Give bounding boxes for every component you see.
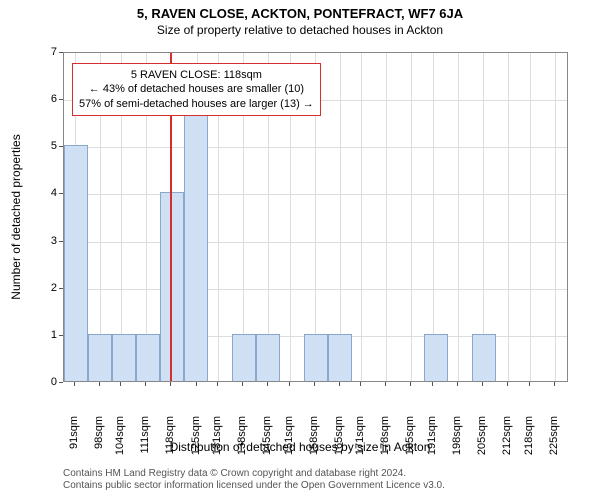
histogram-bar bbox=[88, 334, 112, 381]
y-tick-mark bbox=[59, 288, 63, 289]
gridline-vertical bbox=[530, 53, 531, 381]
x-tick-mark bbox=[242, 382, 243, 386]
x-tick-mark bbox=[554, 382, 555, 386]
gridline-vertical bbox=[411, 53, 412, 381]
x-tick-mark bbox=[170, 382, 171, 386]
y-tick-mark bbox=[59, 241, 63, 242]
x-tick-label: 98sqm bbox=[93, 416, 105, 464]
annotation-line-3: 57% of semi-detached houses are larger (… bbox=[79, 97, 314, 111]
x-tick-mark bbox=[360, 382, 361, 386]
x-tick-mark bbox=[314, 382, 315, 386]
y-tick-mark bbox=[59, 52, 63, 53]
histogram-bar bbox=[472, 334, 496, 381]
x-tick-label: 198sqm bbox=[451, 416, 463, 464]
y-tick-label: 2 bbox=[0, 282, 57, 294]
y-tick-mark bbox=[59, 335, 63, 336]
x-tick-mark bbox=[289, 382, 290, 386]
gridline-vertical bbox=[386, 53, 387, 381]
x-tick-label: 225sqm bbox=[548, 416, 560, 464]
histogram-bar bbox=[232, 334, 256, 381]
y-tick-mark bbox=[59, 193, 63, 194]
x-tick-label: 131sqm bbox=[211, 416, 223, 464]
gridline-vertical bbox=[458, 53, 459, 381]
y-axis-label: Number of detached properties bbox=[9, 134, 23, 299]
chart-subtitle: Size of property relative to detached ho… bbox=[0, 21, 600, 37]
gridline-vertical bbox=[361, 53, 362, 381]
x-tick-label: 91sqm bbox=[68, 416, 80, 464]
annotation-line-2: ← 43% of detached houses are smaller (10… bbox=[79, 82, 314, 96]
annotation-line-1: 5 RAVEN CLOSE: 118sqm bbox=[79, 68, 314, 82]
gridline-vertical bbox=[508, 53, 509, 381]
gridline-vertical bbox=[433, 53, 434, 381]
y-tick-mark bbox=[59, 382, 63, 383]
x-tick-label: 205sqm bbox=[476, 416, 488, 464]
histogram-bar bbox=[184, 98, 208, 381]
x-tick-mark bbox=[457, 382, 458, 386]
x-tick-label: 104sqm bbox=[114, 416, 126, 464]
footer-line-2: Contains public sector information licen… bbox=[63, 480, 445, 491]
y-tick-label: 0 bbox=[0, 376, 57, 388]
x-tick-label: 165sqm bbox=[333, 416, 345, 464]
x-tick-mark bbox=[99, 382, 100, 386]
gridline-vertical bbox=[340, 53, 341, 381]
x-tick-mark bbox=[267, 382, 268, 386]
x-tick-label: 118sqm bbox=[164, 416, 176, 464]
histogram-bar bbox=[64, 145, 88, 381]
x-tick-label: 145sqm bbox=[261, 416, 273, 464]
x-tick-label: 178sqm bbox=[379, 416, 391, 464]
histogram-bar bbox=[136, 334, 160, 381]
x-tick-mark bbox=[145, 382, 146, 386]
y-tick-mark bbox=[59, 99, 63, 100]
histogram-bar bbox=[256, 334, 280, 381]
x-tick-mark bbox=[196, 382, 197, 386]
x-tick-label: 218sqm bbox=[523, 416, 535, 464]
x-tick-label: 138sqm bbox=[236, 416, 248, 464]
y-tick-label: 7 bbox=[0, 46, 57, 58]
x-tick-label: 171sqm bbox=[354, 416, 366, 464]
x-tick-label: 151sqm bbox=[283, 416, 295, 464]
y-tick-label: 4 bbox=[0, 187, 57, 199]
x-tick-mark bbox=[339, 382, 340, 386]
gridline-vertical bbox=[483, 53, 484, 381]
histogram-bar bbox=[112, 334, 136, 381]
footer-line-1: Contains HM Land Registry data © Crown c… bbox=[63, 468, 406, 479]
x-tick-label: 185sqm bbox=[404, 416, 416, 464]
x-tick-mark bbox=[432, 382, 433, 386]
gridline-vertical bbox=[555, 53, 556, 381]
y-tick-mark bbox=[59, 146, 63, 147]
chart-plot-area: 5 RAVEN CLOSE: 118sqm ← 43% of detached … bbox=[63, 52, 568, 382]
x-tick-mark bbox=[410, 382, 411, 386]
x-tick-mark bbox=[529, 382, 530, 386]
histogram-bar bbox=[304, 334, 328, 381]
x-tick-label: 212sqm bbox=[501, 416, 513, 464]
histogram-bar bbox=[424, 334, 448, 381]
x-tick-mark bbox=[217, 382, 218, 386]
x-tick-label: 158sqm bbox=[308, 416, 320, 464]
histogram-bar bbox=[328, 334, 352, 381]
y-tick-label: 6 bbox=[0, 93, 57, 105]
x-tick-mark bbox=[482, 382, 483, 386]
x-tick-mark bbox=[507, 382, 508, 386]
chart-title: 5, RAVEN CLOSE, ACKTON, PONTEFRACT, WF7 … bbox=[0, 0, 600, 21]
x-tick-label: 191sqm bbox=[426, 416, 438, 464]
x-tick-label: 111sqm bbox=[139, 416, 151, 464]
x-tick-label: 125sqm bbox=[190, 416, 202, 464]
annotation-box: 5 RAVEN CLOSE: 118sqm ← 43% of detached … bbox=[72, 63, 321, 116]
x-tick-mark bbox=[74, 382, 75, 386]
x-tick-mark bbox=[120, 382, 121, 386]
y-tick-label: 3 bbox=[0, 235, 57, 247]
y-tick-label: 5 bbox=[0, 140, 57, 152]
x-tick-mark bbox=[385, 382, 386, 386]
y-tick-label: 1 bbox=[0, 329, 57, 341]
